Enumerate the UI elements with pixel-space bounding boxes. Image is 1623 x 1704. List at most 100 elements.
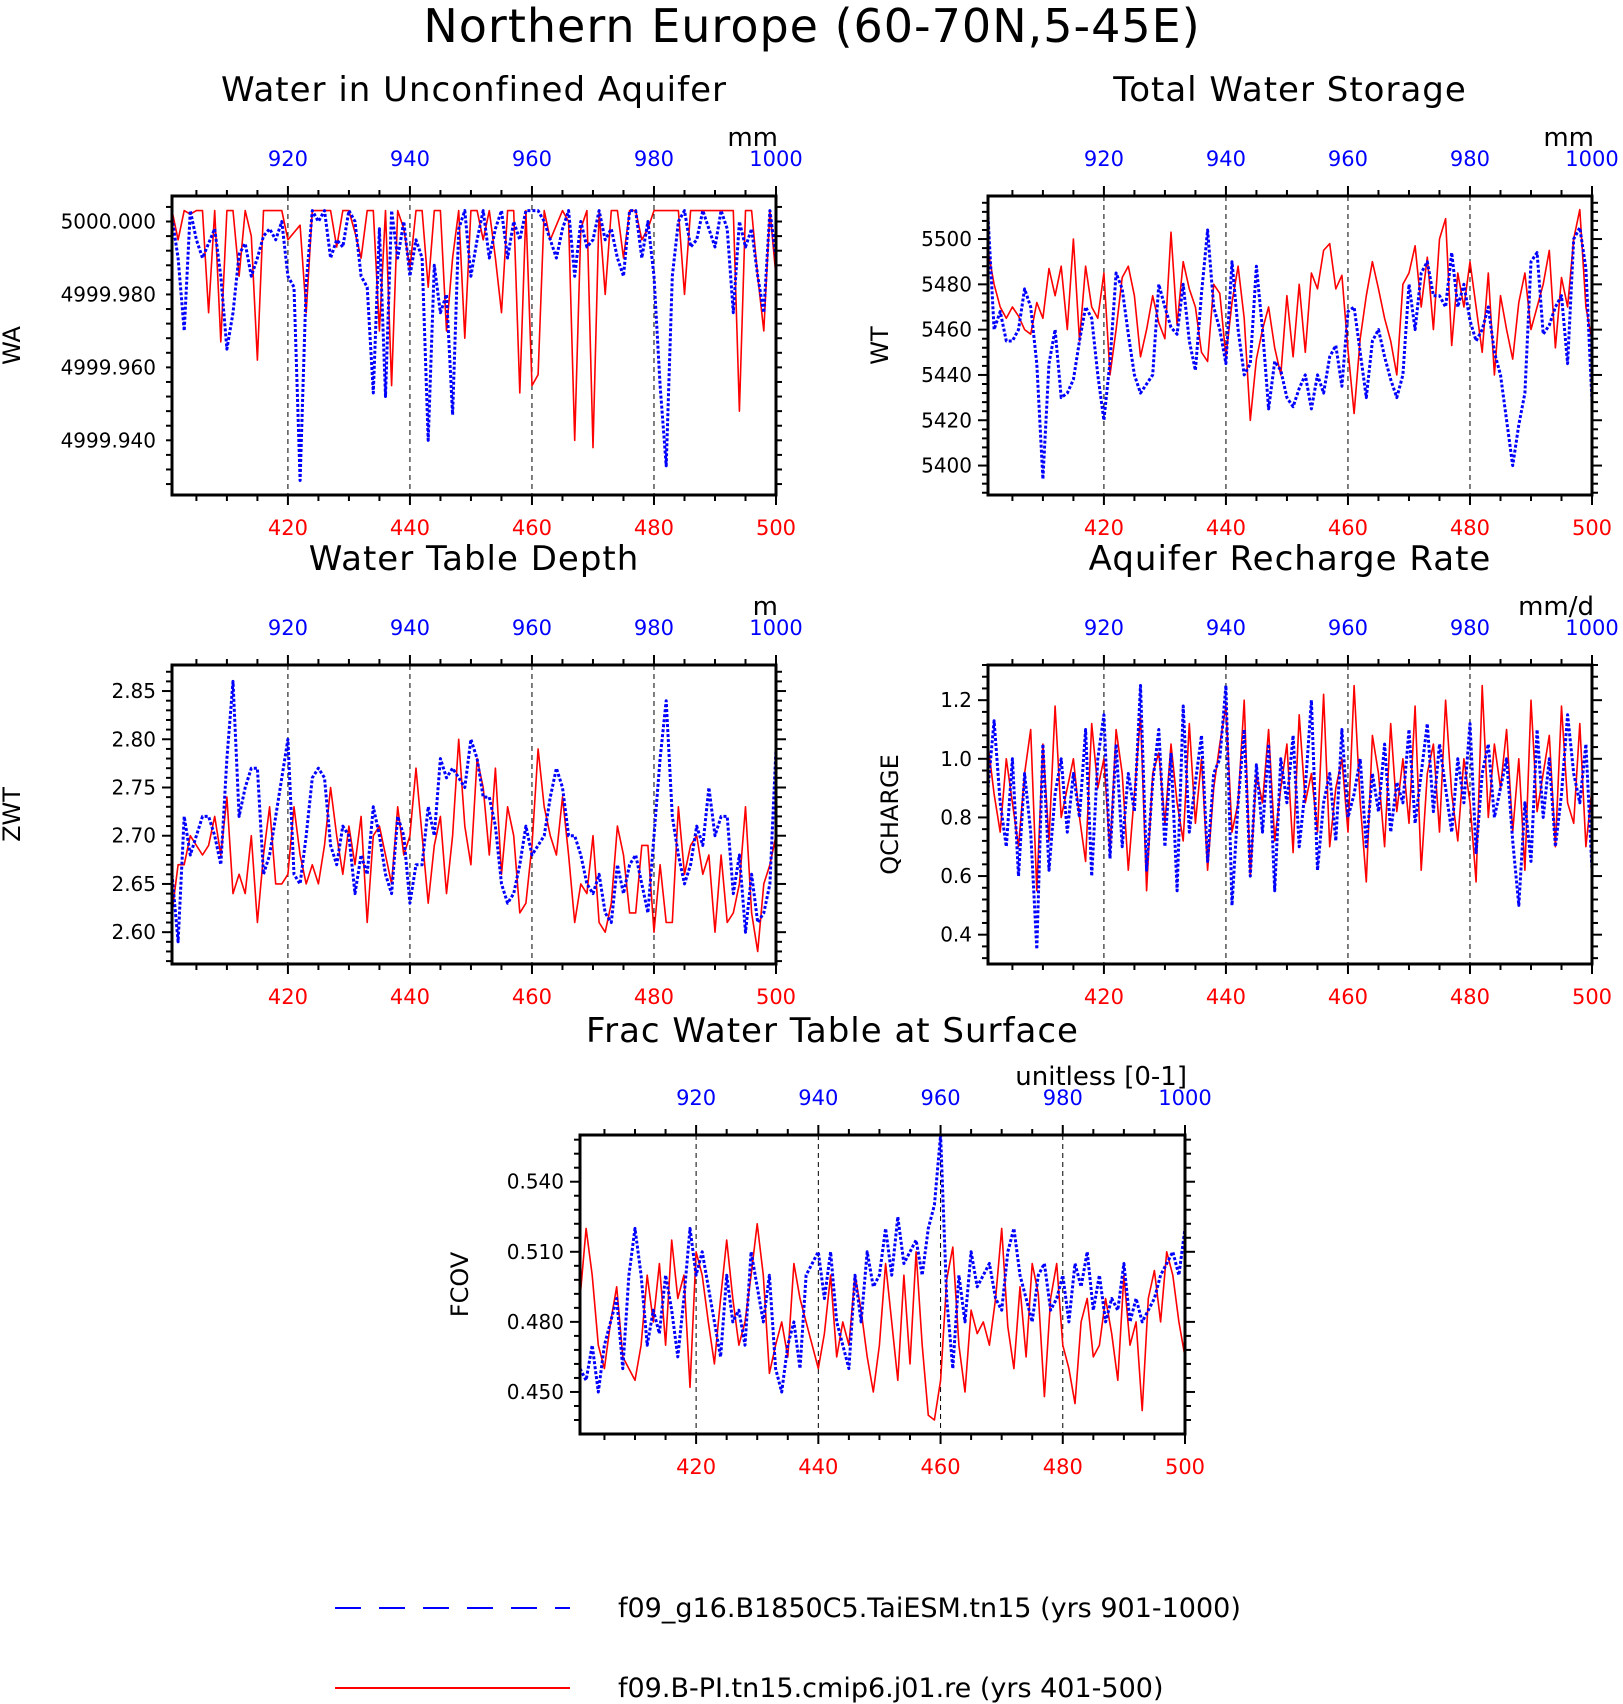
y-tick-label: 5500 — [921, 227, 972, 251]
x-tick-label-bottom: 440 — [390, 516, 430, 540]
x-tick-label-top: 980 — [1450, 616, 1490, 640]
y-tick-label: 2.80 — [111, 727, 156, 751]
panel-2: Total Water Storage mm 420 440 460 480 500 920 9… — [866, 70, 1619, 540]
panel-5: Frac Water Table at Surface unitless [0-1… — [446, 1011, 1212, 1479]
panel-units: mm — [727, 123, 778, 153]
x-tick-label-top: 940 — [1206, 616, 1246, 640]
x-tick-label-bottom: 440 — [1206, 985, 1246, 1009]
x-tick-label-top: 1000 — [1565, 616, 1618, 640]
x-tick-label-top: 980 — [1450, 147, 1490, 171]
y-tick-label: 0.450 — [507, 1380, 564, 1404]
y-axis-label: ZWT — [0, 787, 26, 842]
x-tick-label-bottom: 500 — [756, 985, 796, 1009]
y-tick-label: 1.0 — [940, 747, 972, 771]
legend-label-blue: f09_g16.B1850C5.TaiESM.tn15 (yrs 901-100… — [618, 1593, 1241, 1624]
x-tick-label-bottom: 420 — [268, 985, 308, 1009]
y-tick-label: 0.6 — [940, 864, 972, 888]
series-line-red — [171, 738, 777, 953]
x-tick-label-top: 980 — [1043, 1086, 1083, 1110]
x-tick-label-bottom: 420 — [268, 516, 308, 540]
y-tick-label: 2.70 — [111, 824, 156, 848]
panel-title: Water in Unconfined Aquifer — [221, 70, 727, 110]
x-tick-label-bottom: 460 — [921, 1455, 961, 1479]
series-line-blue — [578, 1133, 1187, 1394]
x-tick-label-top: 1000 — [749, 147, 802, 171]
y-tick-label: 5440 — [921, 363, 972, 387]
legend-label-red: f09.B-PI.tn15.cmip6.j01.re (yrs 401-500) — [618, 1673, 1163, 1704]
x-tick-label-bottom: 460 — [1328, 516, 1368, 540]
x-tick-label-top: 980 — [634, 147, 674, 171]
y-tick-label: 4999.960 — [61, 355, 156, 379]
x-tick-label-top: 920 — [1084, 147, 1124, 171]
panel-4: Aquifer Recharge Rate mm/d 420 440 460 480 500… — [876, 539, 1619, 1009]
x-tick-label-bottom: 460 — [1328, 985, 1368, 1009]
x-tick-label-bottom: 500 — [1572, 516, 1612, 540]
x-tick-label-top: 960 — [1328, 147, 1368, 171]
panel-units: m — [753, 592, 778, 622]
x-tick-label-bottom: 440 — [798, 1455, 838, 1479]
panel-title: Aquifer Recharge Rate — [1089, 539, 1492, 579]
x-tick-label-top: 960 — [1328, 616, 1368, 640]
x-tick-label-top: 960 — [512, 147, 552, 171]
x-tick-label-bottom: 500 — [1165, 1455, 1205, 1479]
x-tick-label-top: 940 — [390, 616, 430, 640]
series-line-red — [987, 684, 1593, 892]
panel-units: mm/d — [1518, 592, 1594, 622]
x-tick-label-bottom: 480 — [1043, 1455, 1083, 1479]
y-tick-label: 0.540 — [507, 1170, 564, 1194]
panel-units: mm — [1543, 123, 1594, 153]
x-tick-label-top: 960 — [512, 616, 552, 640]
y-tick-label: 2.65 — [111, 872, 156, 896]
x-tick-label-bottom: 420 — [1084, 516, 1124, 540]
y-axis-label: FCOV — [446, 1251, 474, 1317]
y-tick-label: 5400 — [921, 454, 972, 478]
y-tick-label: 0.480 — [507, 1310, 564, 1334]
panel-units: unitless [0-1] — [1015, 1062, 1187, 1092]
y-tick-label: 2.60 — [111, 920, 156, 944]
y-axis-label: QCHARGE — [876, 754, 904, 875]
y-axis-label: WT — [866, 326, 894, 365]
x-tick-label-top: 920 — [268, 616, 308, 640]
x-tick-label-bottom: 460 — [512, 985, 552, 1009]
y-tick-label: 5460 — [921, 318, 972, 342]
y-tick-label: 4999.980 — [61, 282, 156, 306]
y-tick-label: 5000.000 — [61, 210, 156, 234]
x-tick-label-top: 940 — [390, 147, 430, 171]
y-tick-label: 5420 — [921, 408, 972, 432]
y-tick-label: 4999.940 — [61, 428, 156, 452]
x-tick-label-bottom: 480 — [1450, 516, 1490, 540]
x-tick-label-top: 1000 — [749, 616, 802, 640]
plot-frame — [578, 1133, 1187, 1436]
x-tick-label-bottom: 480 — [634, 516, 674, 540]
panel-title: Water Table Depth — [309, 539, 640, 579]
x-tick-label-bottom: 440 — [390, 985, 430, 1009]
series-line-blue — [170, 209, 778, 482]
series-line-red — [987, 208, 1593, 422]
y-tick-label: 0.510 — [507, 1240, 564, 1264]
x-tick-label-bottom: 480 — [634, 985, 674, 1009]
x-tick-label-top: 920 — [676, 1086, 716, 1110]
x-tick-label-top: 940 — [798, 1086, 838, 1110]
x-tick-label-top: 1000 — [1158, 1086, 1211, 1110]
x-tick-label-top: 980 — [634, 616, 674, 640]
x-tick-label-top: 1000 — [1565, 147, 1618, 171]
plot-frame — [986, 194, 1594, 497]
x-tick-label-bottom: 420 — [676, 1455, 716, 1479]
y-tick-label: 2.75 — [111, 775, 156, 799]
series-line-blue — [986, 216, 1594, 481]
panel-title: Total Water Storage — [1112, 70, 1467, 110]
series-line-blue — [170, 679, 778, 944]
series-line-red — [579, 1223, 1186, 1421]
y-tick-label: 5480 — [921, 272, 972, 296]
y-tick-label: 1.2 — [940, 688, 972, 712]
series-line-red — [171, 209, 777, 449]
x-tick-label-top: 920 — [268, 147, 308, 171]
x-tick-label-bottom: 460 — [512, 516, 552, 540]
plot-frame — [170, 194, 778, 497]
x-tick-label-bottom: 440 — [1206, 516, 1246, 540]
legend: f09_g16.B1850C5.TaiESM.tn15 (yrs 901-100… — [335, 1593, 1241, 1704]
y-tick-label: 0.4 — [940, 923, 972, 947]
